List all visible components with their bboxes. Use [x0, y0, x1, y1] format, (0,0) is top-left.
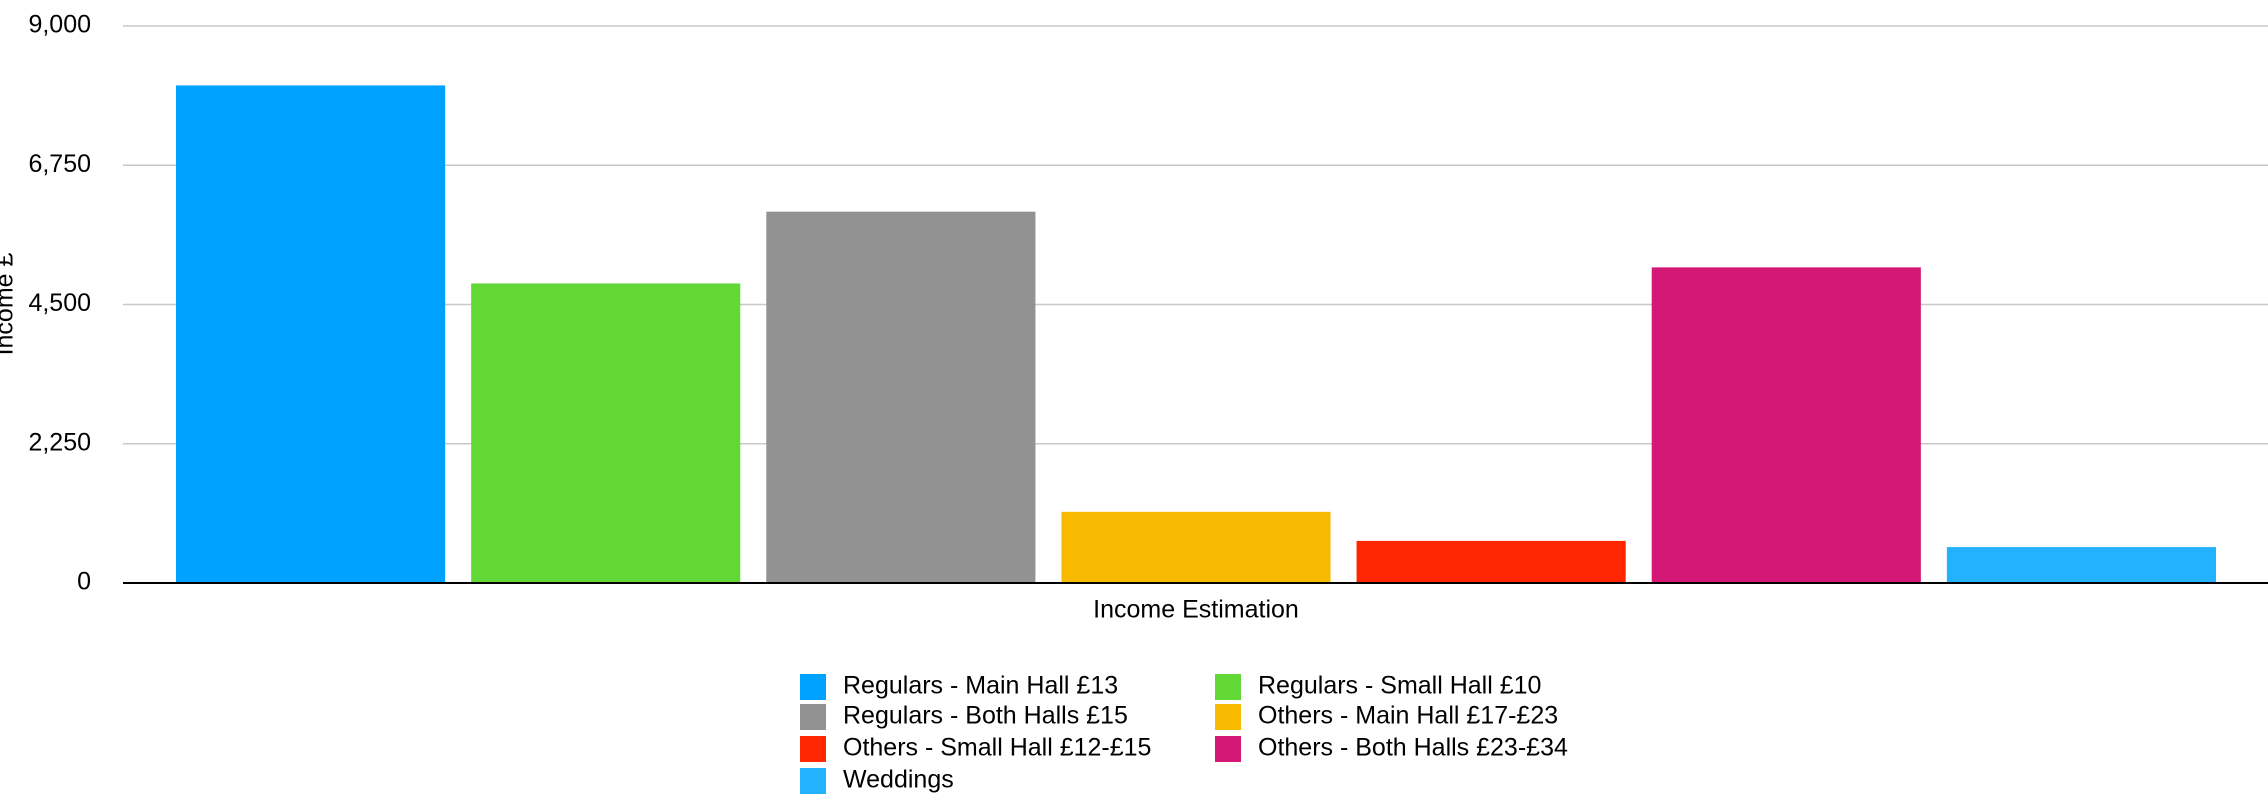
legend-swatch [800, 674, 826, 700]
legend-label: Others - Both Halls £23-£34 [1258, 734, 1568, 762]
legend-label: Regulars - Small Hall £10 [1258, 672, 1541, 700]
y-tick-label: 9,000 [28, 11, 91, 39]
y-axis-label: Income £ [0, 252, 19, 355]
legend-swatch [800, 736, 826, 762]
y-tick-label: 2,250 [28, 428, 91, 456]
y-tick-label: 6,750 [28, 150, 91, 178]
legend-label: Weddings [843, 766, 954, 794]
legend-swatch [1215, 736, 1241, 762]
x-axis-label: Income Estimation [1093, 596, 1299, 624]
bar [176, 85, 446, 583]
bar [1061, 511, 1331, 583]
y-tick-label: 4,500 [28, 289, 91, 317]
legend-label: Others - Main Hall £17-£23 [1258, 702, 1558, 730]
legend-swatch [800, 768, 826, 794]
legend-label: Regulars - Both Halls £15 [843, 702, 1128, 730]
bar [471, 283, 741, 583]
legend-swatch [800, 704, 826, 730]
legend-swatch [1215, 704, 1241, 730]
bar [1356, 540, 1626, 583]
legend-label: Others - Small Hall £12-£15 [843, 734, 1151, 762]
legend-swatch [1215, 674, 1241, 700]
bar [1651, 267, 1921, 583]
bar [1946, 547, 2216, 583]
legend-label: Regulars - Main Hall £13 [843, 672, 1118, 700]
bar [766, 211, 1036, 583]
y-tick-label: 0 [77, 568, 91, 596]
